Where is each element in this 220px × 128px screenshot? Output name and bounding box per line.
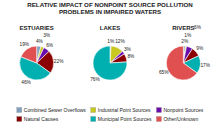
data-label: 6% [194,25,202,30]
legend-swatch [17,117,22,122]
data-labels: 1%12% 3% 8% 76% [90,39,135,82]
data-label: 1% [107,39,115,44]
chart: RELATIVE IMPACT OF NONPOINT SOURCE POLLU… [0,0,220,128]
legend-label: Combined Sewer Overflows [24,107,86,113]
pie-title: RIVERS [172,25,194,31]
legend-swatch [17,108,22,113]
data-labels: 2%1%6% 9% 17% 65% [159,25,211,76]
data-label: 12% [115,39,125,44]
pie-title: LAKES [100,25,120,31]
data-label: 2% [181,39,189,44]
data-label: 4% [36,39,44,44]
pie-slice [21,46,37,63]
data-label: 76% [90,77,100,82]
legend-label: Nonpoint Sources [163,107,203,113]
pie [166,46,200,80]
legend-label: Municipal Point Sources [98,116,152,122]
pie-slice [110,54,127,63]
data-label: 46% [21,80,31,85]
legend-swatch [91,117,96,122]
legend: Combined Sewer Overflows Industrial Point… [17,107,204,122]
legend-swatch [156,117,161,122]
data-label: 8% [127,54,135,59]
pie [20,46,54,80]
data-label: 19% [19,42,29,47]
data-label: 65% [159,70,169,75]
legend-label: Industrial Point Sources [98,107,151,113]
pie-slice [166,46,197,80]
pie [93,46,127,80]
data-label: 6% [46,43,54,48]
data-label: 3% [124,47,132,52]
data-label: 9% [196,46,204,51]
legend-swatch [91,108,96,113]
data-label: 22% [54,59,64,64]
pie-title: ESTUARIES [19,25,53,31]
legend-label: Natural Causes [24,116,59,122]
title: RELATIVE IMPACT OF NONPOINT SOURCE POLLU… [27,1,193,15]
data-label: 17% [200,63,210,68]
pie-slice [93,46,127,80]
legend-label: Other/Unknown [163,116,198,122]
data-label: 3% [43,33,51,38]
data-labels: 4%3% 6% 22% 46% 19% [19,33,64,85]
data-label: 1% [184,33,192,38]
legend-swatch [156,108,161,113]
